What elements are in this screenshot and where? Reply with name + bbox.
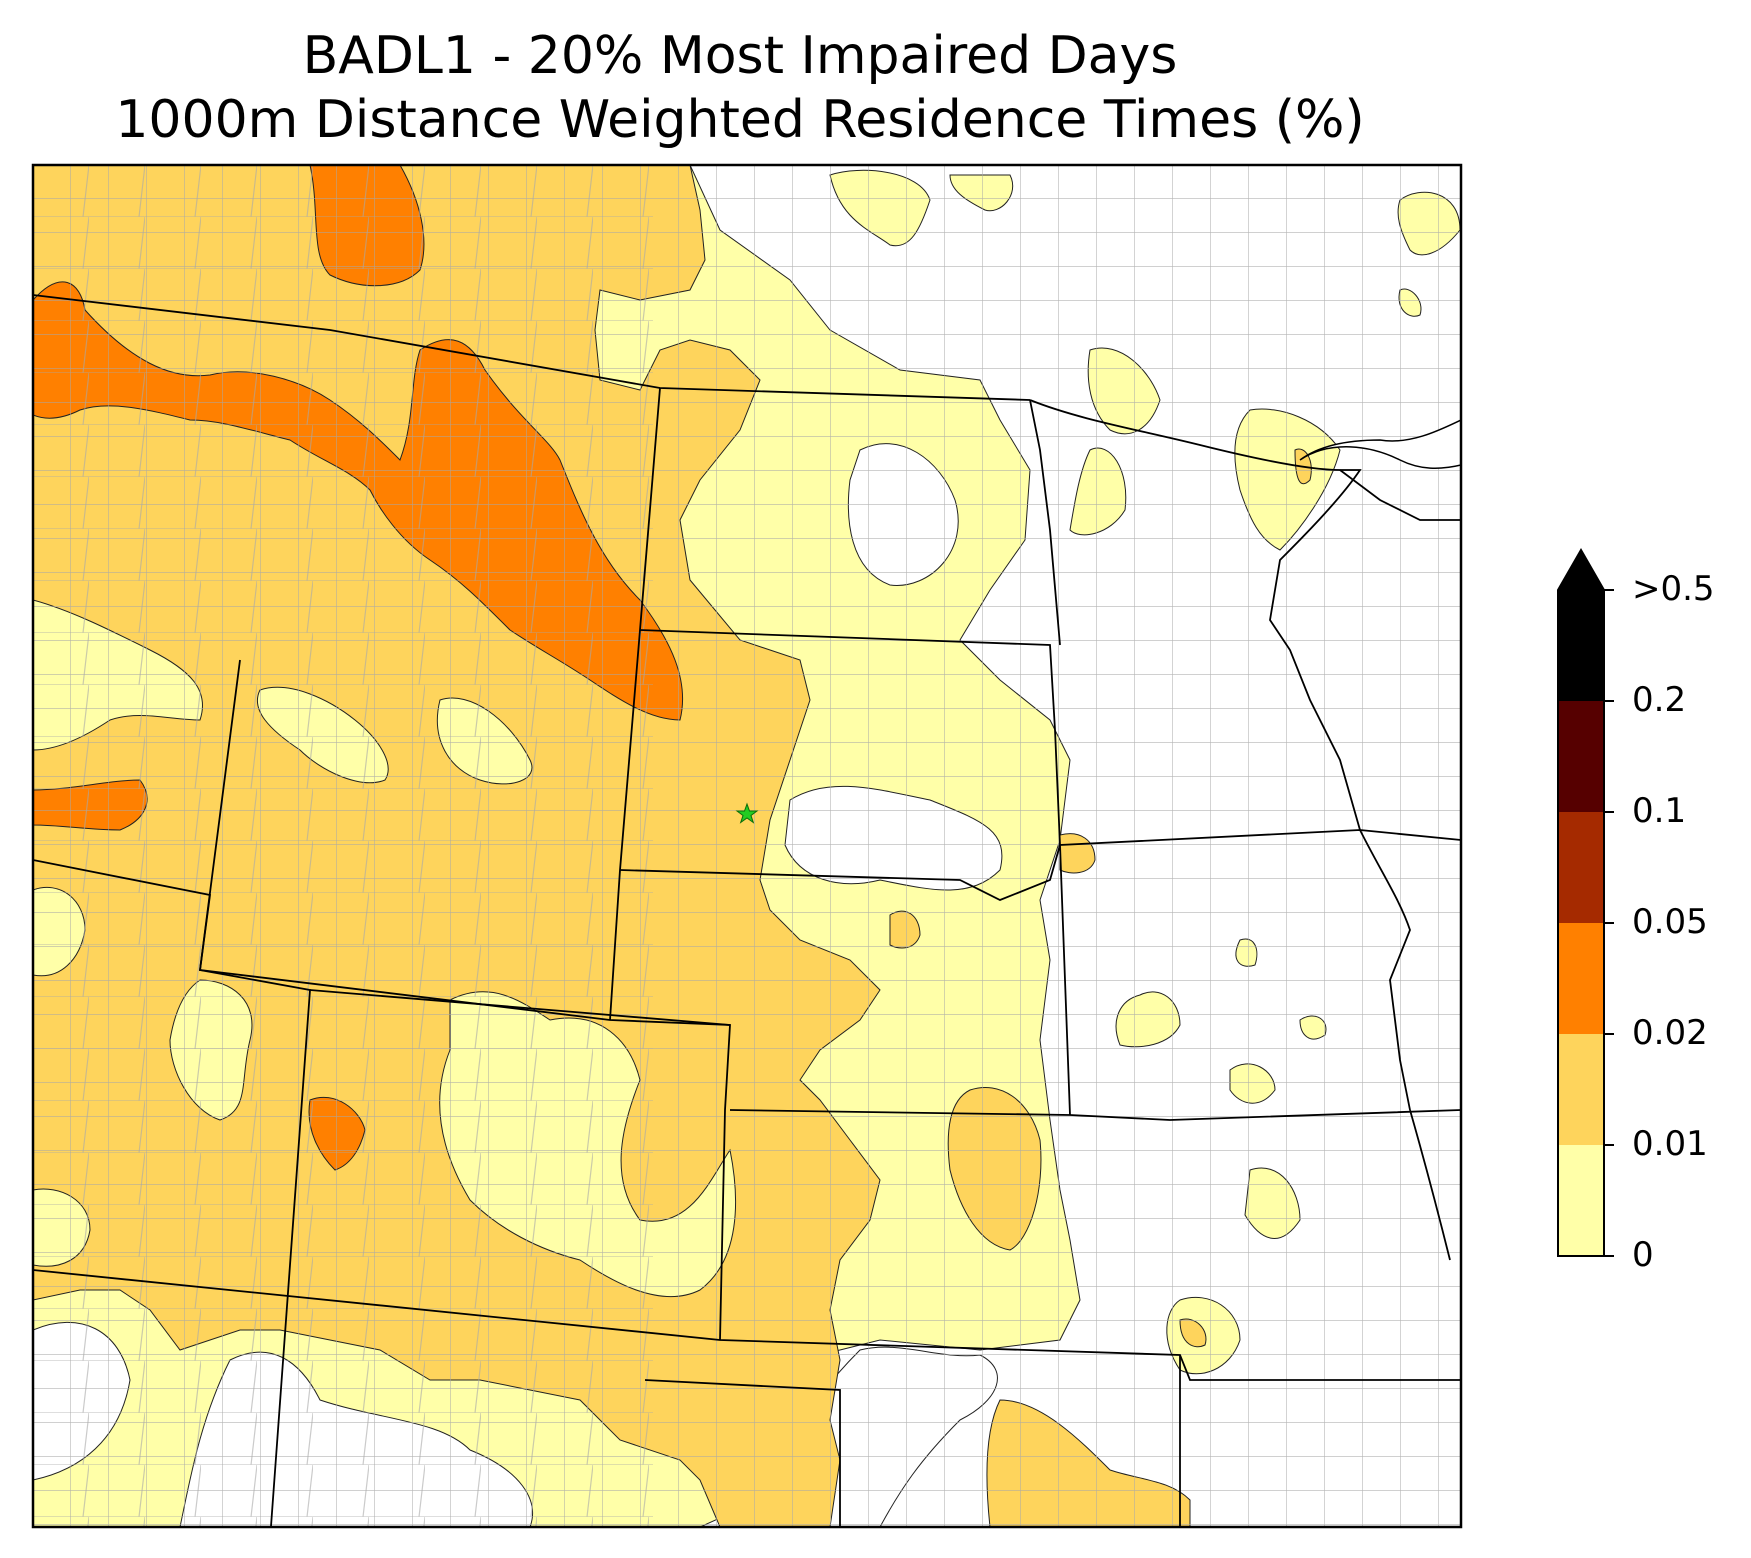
colorbar-extend-arrow <box>1558 550 1604 590</box>
state-boundaries <box>33 294 1461 1527</box>
colorbar-tick-label: 0.02 <box>1632 1013 1708 1053</box>
map-title-line-2: 1000m Distance Weighted Residence Times … <box>115 90 1365 150</box>
colorbar-outline <box>1557 547 1605 1257</box>
colorbar <box>1557 547 1614 1257</box>
colorbar-segment <box>1558 923 1604 1034</box>
lake-superior-outline <box>1299 419 1461 470</box>
colorbar-tick-label: 0.05 <box>1632 902 1708 942</box>
colorbar-tick-label: 0 <box>1632 1235 1654 1275</box>
colorbar-tick-label: >0.5 <box>1632 569 1715 609</box>
colorbar-segment <box>1558 590 1604 701</box>
map-title-line-1: BADL1 - 20% Most Impaired Days <box>302 26 1178 86</box>
colorbar-tick-label: 0.1 <box>1632 791 1687 831</box>
site-marker-star <box>735 802 759 824</box>
colorbar-segment <box>1558 812 1604 923</box>
colorbar-segment <box>1558 701 1604 812</box>
colorbar-tick-label: 0.2 <box>1632 680 1687 720</box>
map-frame-content <box>33 165 1461 1527</box>
map-frame <box>31 163 1463 1529</box>
colorbar-tick-label: 0.01 <box>1632 1124 1708 1164</box>
colorbar-segment <box>1558 1034 1604 1145</box>
county-boundaries-west <box>33 165 653 1527</box>
colorbar-segment <box>1558 1145 1604 1256</box>
